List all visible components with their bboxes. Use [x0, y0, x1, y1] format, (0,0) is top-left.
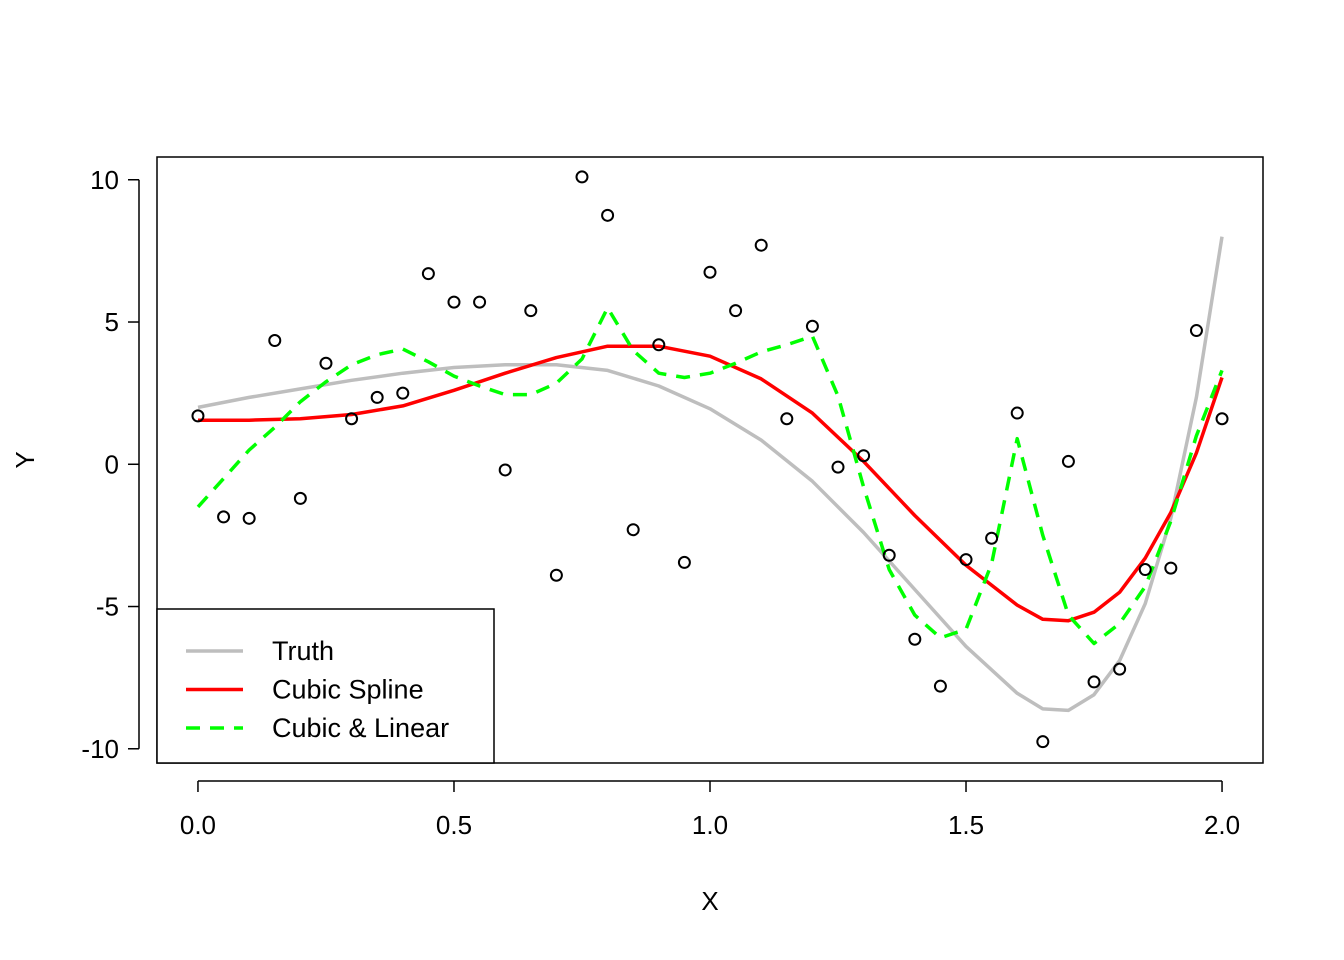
series-layer: [196, 236, 1224, 713]
data-point: [1189, 324, 1203, 338]
data-point: [703, 265, 717, 279]
data-point: [319, 356, 333, 370]
data-point: [729, 304, 743, 318]
y-tick-label: 10: [90, 165, 119, 195]
legend-label: Cubic Spline: [272, 675, 424, 705]
data-point: [447, 295, 461, 309]
data-point: [1010, 406, 1024, 420]
y-tick-label: 0: [105, 449, 119, 479]
data-point: [345, 412, 359, 426]
data-point: [652, 338, 666, 352]
data-point: [677, 555, 691, 569]
y-tick-label: -5: [96, 592, 119, 622]
data-point: [1087, 675, 1101, 689]
data-point: [908, 632, 922, 646]
y-tick-label: 5: [105, 307, 119, 337]
points-layer: [191, 170, 1229, 749]
plot-frame: [156, 156, 1264, 764]
x-tick-label: 1.5: [948, 810, 984, 840]
data-point: [933, 679, 947, 693]
data-point: [959, 553, 973, 567]
data-point: [754, 238, 768, 252]
series-line-cubic-spline: [198, 344, 1224, 623]
data-point: [498, 463, 512, 477]
y-tick-label: -10: [81, 734, 119, 764]
data-point: [1164, 561, 1178, 575]
data-point: [626, 523, 640, 537]
legend-label: Truth: [272, 636, 334, 666]
x-tick-label: 0.0: [180, 810, 216, 840]
data-point: [396, 386, 410, 400]
data-point: [1215, 412, 1229, 426]
data-point: [473, 295, 487, 309]
data-point: [601, 208, 615, 222]
data-point: [857, 449, 871, 463]
data-point: [242, 511, 256, 525]
y-axis-label: Y: [10, 451, 40, 468]
data-point: [1138, 563, 1152, 577]
data-point: [985, 531, 999, 545]
data-point: [575, 170, 589, 184]
x-tick-label: 2.0: [1204, 810, 1240, 840]
data-point: [831, 460, 845, 474]
data-point: [882, 548, 896, 562]
data-point: [1113, 662, 1127, 676]
x-tick-label: 0.5: [436, 810, 472, 840]
data-point: [780, 412, 794, 426]
data-point: [293, 491, 307, 505]
data-point: [370, 390, 384, 404]
series-line-truth: [197, 236, 1224, 713]
x-axis-label: X: [701, 886, 718, 916]
data-point: [1036, 735, 1050, 749]
data-point: [217, 510, 231, 524]
data-point: [549, 568, 563, 582]
data-point: [805, 319, 819, 333]
series-line-cubic-linear: [196, 306, 1224, 646]
axes-layer: 0.0 0.5 1.0 1.5 2.0 -10 -5 0 5 10: [81, 165, 1240, 840]
data-point: [1061, 454, 1075, 468]
data-point: [191, 409, 205, 423]
legend-label: Cubic & Linear: [272, 713, 449, 743]
data-point: [421, 267, 435, 281]
x-tick-label: 1.0: [692, 810, 728, 840]
data-point: [268, 334, 282, 348]
data-point: [524, 304, 538, 318]
legend-box: [156, 608, 495, 764]
legend: Truth Cubic Spline Cubic & Linear: [156, 608, 495, 764]
